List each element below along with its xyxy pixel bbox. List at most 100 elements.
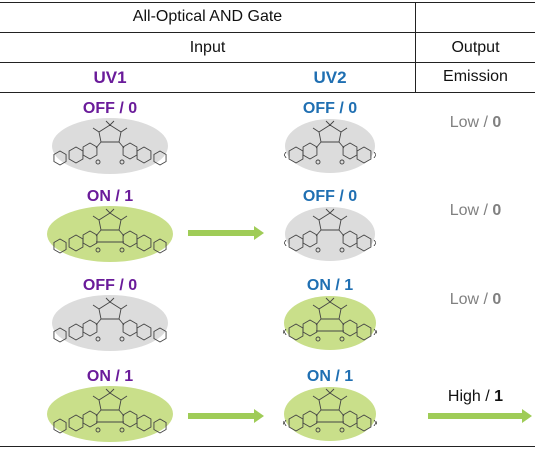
molecule-closed-form [47,206,173,262]
hexafluorocyclopentene-ring [318,392,342,411]
fluorine-bond [329,388,335,394]
fluorine-bond [312,215,320,221]
benzene-ring-right [136,323,152,341]
fluorine-bond [120,395,128,401]
table-rule-below-input [0,62,535,63]
fluorine-bond [120,127,128,133]
molecule-structure [53,297,167,343]
emission-level: High / [447,388,495,405]
uv2-header: UV2 [313,68,347,87]
hexafluorocyclopentene-ring [98,124,122,143]
bridge-bond-right [118,409,125,417]
molecule-closed-form [47,386,173,442]
emission-level: Low / [449,291,493,308]
arrow-shape [428,409,532,423]
emission-bit: 0 [492,202,502,219]
hexafluorocyclopentene-ring [318,124,342,143]
bridge-bond-right [118,141,125,149]
bridge-bond-left [315,409,322,417]
molecule-background-ellipse [47,206,173,262]
fluorine-bond [325,297,331,303]
hexafluorocyclopentene-ring [318,301,342,320]
molecule-open-form [52,118,168,174]
benzene-ring-right [136,414,152,432]
fluorine-bond [120,215,128,221]
benzene-ring-right [136,146,152,164]
fluorine-bond [340,304,348,310]
emission-level: Low / [449,202,493,219]
hexafluorocyclopentene-ring [98,301,122,320]
benzene-ring-left [68,323,84,341]
uv2-state-label: ON / 1 [306,368,354,385]
phenyl-group-left [53,150,67,166]
uv1-state-label: ON / 1 [86,188,134,205]
bridge-bond-right [338,141,345,149]
phenyl-group-left [53,238,67,254]
sulfone-oxygen [339,247,345,253]
emission-header: Emission [443,68,508,85]
fluorine-bond [329,120,335,126]
sulfone-oxygen [119,336,125,342]
table-rule-below-header [0,92,535,93]
fluorine-bond [92,304,100,310]
molecule-background-ellipse [285,207,375,261]
bridge-bond-left [95,318,102,326]
benzene-ring-right [136,234,152,252]
molecule-open-form [52,295,168,351]
fluorine-bond [109,388,115,394]
molecule-background-ellipse [52,295,168,351]
sulfone-oxygen [339,336,345,342]
bridge-bond-right [338,318,345,326]
fluorine-bond [340,215,348,221]
fluorine-bond [120,304,128,310]
sulfone-oxygen [315,336,321,342]
molecule-structure [53,120,167,166]
emission-arrow [428,409,532,423]
substituent-x-right: X [373,151,376,160]
table-bottom-rule [0,446,535,447]
bridge-bond-right [118,229,125,237]
fluorine-bond [312,395,320,401]
fluorine-bond [325,388,331,394]
benzene-ring-left [288,146,304,164]
benzene-ring-left [288,323,304,341]
fluorine-bond [109,208,115,214]
sulfone-oxygen [95,427,101,433]
sulfone-oxygen [339,159,345,165]
molecule-open-form: XX [284,207,376,261]
table-divider-output [415,2,416,92]
uv1-state-label: ON / 1 [86,368,134,385]
hexafluorocyclopentene-ring [98,212,122,231]
benzene-ring-left [288,234,304,252]
bridge-bond-right [338,409,345,417]
bridge-bond-right [118,318,125,326]
molecule-background-ellipse [284,296,376,350]
molecule-background-ellipse [285,119,375,173]
substituent-x-right: X [373,239,376,248]
emission-output: Low / 0 [416,114,535,132]
bridge-bond-left [315,318,322,326]
table-title: All-Optical AND Gate [132,8,283,25]
sulfone-oxygen [95,336,101,342]
fluorine-bond [329,208,335,214]
molecule-background-ellipse [52,118,168,174]
sulfone-oxygen [119,159,125,165]
substituent-x-right: X [373,328,377,337]
emission-output: Low / 0 [416,202,535,220]
phenyl-group-right [153,238,167,254]
bridge-bond-left [95,229,102,237]
fluorine-bond [312,127,320,133]
uv2-state-label: OFF / 0 [302,188,358,205]
bridge-bond-left [315,229,322,237]
phenyl-group-left [53,418,67,434]
fluorine-bond [325,120,331,126]
uv1-state-label: OFF / 0 [82,277,138,294]
molecule-open-form: XX [284,119,376,173]
output-header: Output [451,39,500,56]
emission-output: High / 1 [416,388,535,406]
molecule-structure [288,120,372,165]
molecule-structure [288,208,372,253]
table-rule-below-title [0,32,535,33]
table-top-rule [0,2,535,3]
substituent-x-right: X [373,419,377,428]
